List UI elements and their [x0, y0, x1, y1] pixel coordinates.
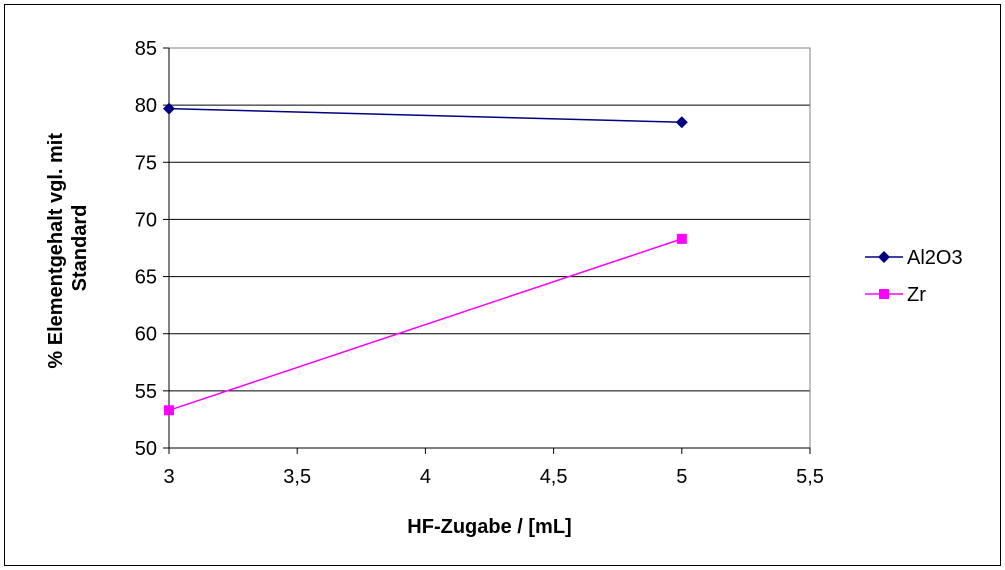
x-tick-label: 5 [676, 466, 687, 488]
y-axis-title-line-2: Standard [69, 205, 91, 292]
y-axis-title: % Elementgehalt vgl. mit Standard [45, 127, 91, 368]
y-tick-label: 85 [135, 38, 157, 60]
y-tick-label: 70 [135, 209, 157, 231]
series-al2o3 [163, 102, 688, 129]
x-axis: 3 3,5 4 4,5 5 5,5 [163, 447, 824, 488]
plot-area [168, 47, 811, 449]
x-tick-label: 3,5 [283, 466, 311, 488]
x-tick-label: 5,5 [796, 466, 824, 488]
y-tick-label: 60 [135, 324, 157, 346]
x-tick-label: 3 [163, 466, 174, 488]
legend-marker [878, 251, 890, 263]
legend-label: Al2O3 [907, 247, 963, 269]
legend-marker [879, 289, 889, 299]
x-tick-label: 4 [420, 466, 431, 488]
data-point [164, 405, 174, 416]
y-axis: 50 55 60 65 70 75 80 85 [135, 38, 170, 460]
y-tick-label: 50 [135, 438, 157, 460]
series-line [168, 107, 682, 124]
gridlines [169, 47, 810, 449]
x-axis-title: HF-Zugabe / [mL] [407, 516, 571, 538]
y-tick-label: 80 [135, 95, 157, 117]
data-point [675, 116, 688, 129]
legend-item-al2o3: Al2O3 [865, 247, 963, 269]
y-tick-label: 55 [135, 381, 157, 403]
y-axis-title-line-1: % Elementgehalt vgl. mit [45, 133, 67, 369]
data-point [163, 102, 175, 115]
series-zr [164, 233, 687, 416]
y-tick-label: 75 [135, 152, 157, 174]
legend: Al2O3 Zr [865, 247, 963, 306]
series-line [168, 238, 683, 411]
chart-frame [4, 4, 1001, 566]
y-tick-label: 65 [135, 267, 157, 289]
legend-item-zr: Zr [865, 284, 926, 306]
legend-label: Zr [907, 284, 926, 306]
x-tick-label: 4,5 [540, 466, 568, 488]
data-point [676, 233, 687, 244]
series-layer [163, 102, 688, 416]
